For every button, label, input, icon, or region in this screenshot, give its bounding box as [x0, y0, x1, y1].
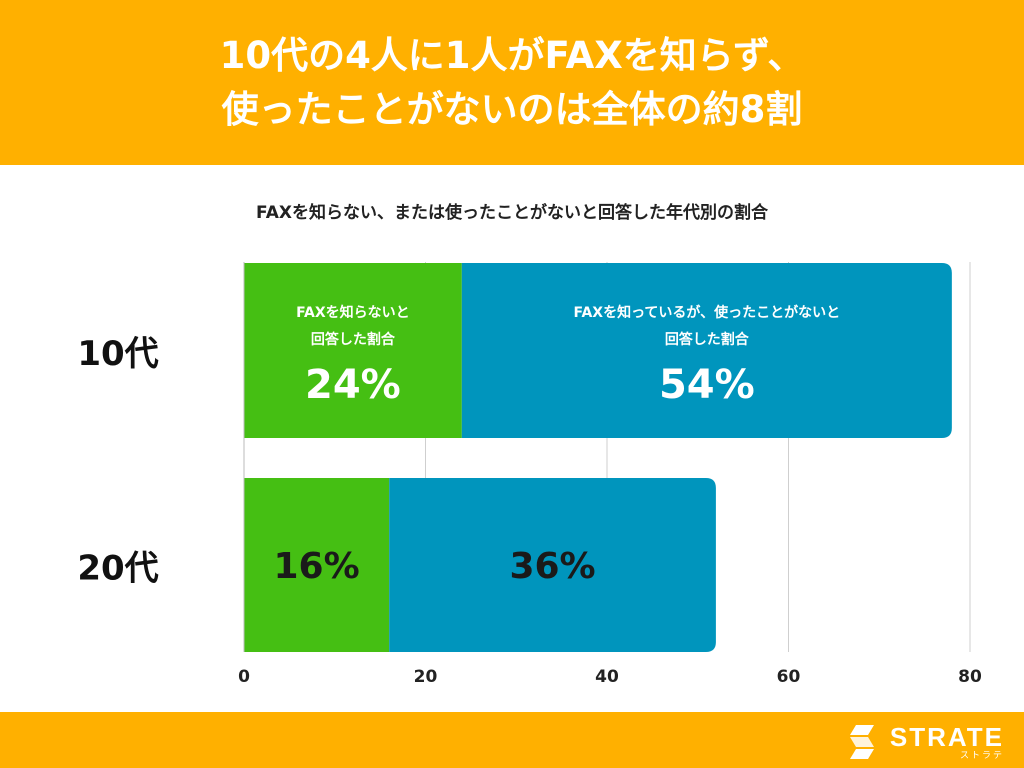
value-label-2-1: 16%: [274, 546, 360, 587]
logo-kana: ストラテ: [959, 750, 1004, 761]
value-label-2-2: 36%: [509, 546, 595, 587]
header-banner: 10代の4人に1人がFAXを知らず、 使ったことがないのは全体の約8割: [0, 0, 1024, 165]
bar-2-series-1: [244, 478, 390, 652]
headline-line-1: 10代の4人に1人がFAXを知らず、: [219, 33, 805, 77]
stacked-bar-chart: 0 20 40 60 80FAXを知らないと回答した割合24%FAXを知っているが、使っ…: [77, 262, 982, 687]
inline-label-2-line-2: 回答した割合: [665, 331, 750, 348]
category-label-1: 10代: [77, 334, 158, 374]
inline-label-1-line-1: FAXを知らないと: [296, 304, 410, 321]
x-tick-label-60: 60: [777, 667, 801, 687]
value-label-1-1: 24%: [305, 362, 401, 408]
value-label-1-2: 54%: [659, 362, 755, 408]
strate-logo: STRATE ストラテ: [844, 722, 1004, 762]
chart-title: FAXを知らない、または使ったことがないと回答した年代別の割合: [256, 203, 768, 223]
bar-2-series-2: [389, 478, 716, 652]
x-tick-label-20: 20: [414, 667, 438, 687]
x-tick-label-40: 40: [595, 667, 619, 687]
bar-1-series-2: [461, 263, 952, 438]
inline-label-2-line-1: FAXを知っているが、使ったことがないと: [574, 304, 841, 321]
headline-line-2: 使ったことがないのは全体の約8割: [221, 87, 803, 131]
inline-label-1-line-2: 回答した割合: [311, 331, 396, 348]
bar-1-series-1: [244, 263, 462, 438]
category-label-2: 20代: [77, 549, 158, 589]
logo-name: STRATE: [889, 721, 1004, 752]
footer-bar: STRATE ストラテ: [0, 712, 1024, 768]
strate-logo-icon: [849, 725, 874, 759]
x-tick-label-0: 0: [238, 667, 250, 687]
x-tick-label-80: 80: [958, 667, 982, 687]
